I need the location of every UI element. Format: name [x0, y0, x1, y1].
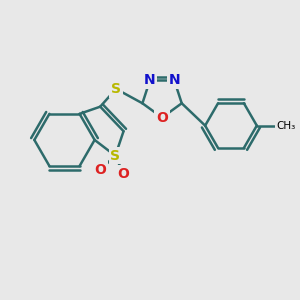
Text: S: S	[111, 82, 121, 96]
Text: N: N	[168, 73, 180, 87]
Text: O: O	[94, 163, 106, 176]
Text: CH₃: CH₃	[276, 121, 295, 130]
Text: N: N	[144, 73, 156, 87]
Text: O: O	[117, 167, 129, 181]
Text: O: O	[156, 111, 168, 124]
Text: S: S	[110, 149, 120, 163]
